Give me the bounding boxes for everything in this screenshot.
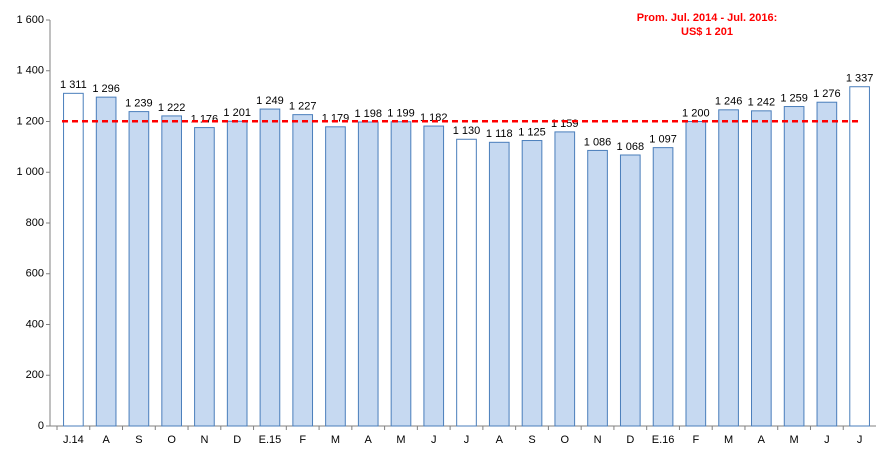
- value-label: 1 118: [486, 128, 513, 140]
- bar: [325, 126, 346, 427]
- value-label: 1 259: [780, 92, 808, 104]
- x-tick-label: N: [594, 434, 602, 446]
- annotation: Prom. Jul. 2014 - Jul. 2016:: [637, 12, 778, 24]
- bar: [390, 121, 412, 427]
- value-label: 1 242: [748, 97, 776, 109]
- x-tick-label: O: [167, 434, 176, 446]
- x-tick-label: J.14: [63, 434, 84, 446]
- bar: [259, 108, 281, 427]
- value-label: 1 311: [60, 79, 87, 91]
- x-tick-label: M: [790, 434, 799, 446]
- y-tick-label: 400: [26, 318, 44, 330]
- bar: [488, 141, 510, 427]
- x-tick-label: A: [758, 434, 766, 446]
- bar: [95, 96, 117, 427]
- bar: [128, 111, 150, 427]
- value-label: 1 176: [191, 113, 219, 125]
- bar: [554, 131, 576, 427]
- value-label: 1 239: [125, 98, 153, 110]
- bar: [63, 92, 84, 427]
- value-label: 1 130: [453, 125, 481, 137]
- bar: [816, 101, 838, 427]
- bar: [619, 154, 641, 427]
- x-tick-label: A: [102, 434, 110, 446]
- y-tick-label: 1 200: [16, 115, 44, 127]
- value-label: 1 276: [813, 88, 841, 100]
- value-label: 1 249: [256, 95, 284, 107]
- x-tick-label: S: [528, 434, 535, 446]
- value-label: 1 337: [846, 73, 874, 85]
- x-tick-label: D: [233, 434, 241, 446]
- x-tick-label: A: [365, 434, 373, 446]
- y-tick-label: 1 400: [16, 65, 44, 77]
- bar: [161, 115, 182, 427]
- x-tick-label: A: [496, 434, 504, 446]
- value-label: 1 086: [584, 136, 612, 148]
- bar: [751, 110, 772, 427]
- bar: [456, 138, 477, 427]
- x-tick-label: E.15: [259, 434, 282, 446]
- bar: [357, 121, 379, 427]
- value-label: 1 097: [649, 134, 677, 146]
- x-tick-label: N: [200, 434, 208, 446]
- value-label: 1 246: [715, 96, 743, 108]
- x-tick-label: S: [135, 434, 142, 446]
- x-tick-label: J: [431, 434, 437, 446]
- bar: [652, 147, 674, 427]
- value-label: 1 179: [322, 113, 350, 125]
- bar: [292, 114, 314, 427]
- value-label: 1 227: [289, 101, 317, 113]
- bar: [783, 106, 805, 427]
- x-tick-label: J: [464, 434, 470, 446]
- value-label: 1 296: [92, 83, 120, 95]
- y-tick-label: 1 600: [16, 14, 44, 26]
- value-label: 1 198: [354, 108, 382, 120]
- y-tick-label: 200: [26, 369, 44, 381]
- bar: [194, 127, 215, 427]
- annotation: US$ 1 201: [681, 26, 733, 38]
- bar: [849, 86, 870, 427]
- value-label: 1 199: [387, 108, 415, 120]
- y-tick-label: 0: [38, 420, 44, 432]
- x-tick-label: D: [626, 434, 634, 446]
- y-tick-label: 1 000: [16, 166, 44, 178]
- value-label: 1 159: [551, 118, 579, 130]
- x-tick-label: E.16: [652, 434, 675, 446]
- x-tick-label: J: [857, 434, 863, 446]
- value-label: 1 222: [158, 102, 186, 114]
- y-tick-label: 600: [26, 268, 44, 280]
- value-label: 1 201: [223, 107, 251, 119]
- x-tick-label: O: [560, 434, 569, 446]
- x-tick-label: F: [692, 434, 699, 446]
- value-label: 1 068: [617, 141, 645, 153]
- x-tick-label: M: [331, 434, 340, 446]
- bar: [226, 120, 248, 427]
- x-tick-label: J: [824, 434, 830, 446]
- x-tick-label: F: [299, 434, 306, 446]
- x-tick-label: M: [724, 434, 733, 446]
- bar: [423, 125, 445, 427]
- bar: [718, 109, 739, 427]
- y-tick-label: 800: [26, 217, 44, 229]
- value-label: 1 200: [682, 107, 710, 119]
- bar: [521, 140, 543, 427]
- x-tick-label: M: [396, 434, 405, 446]
- value-label: 1 125: [518, 126, 546, 138]
- bar: [587, 149, 608, 427]
- bar: [685, 121, 707, 427]
